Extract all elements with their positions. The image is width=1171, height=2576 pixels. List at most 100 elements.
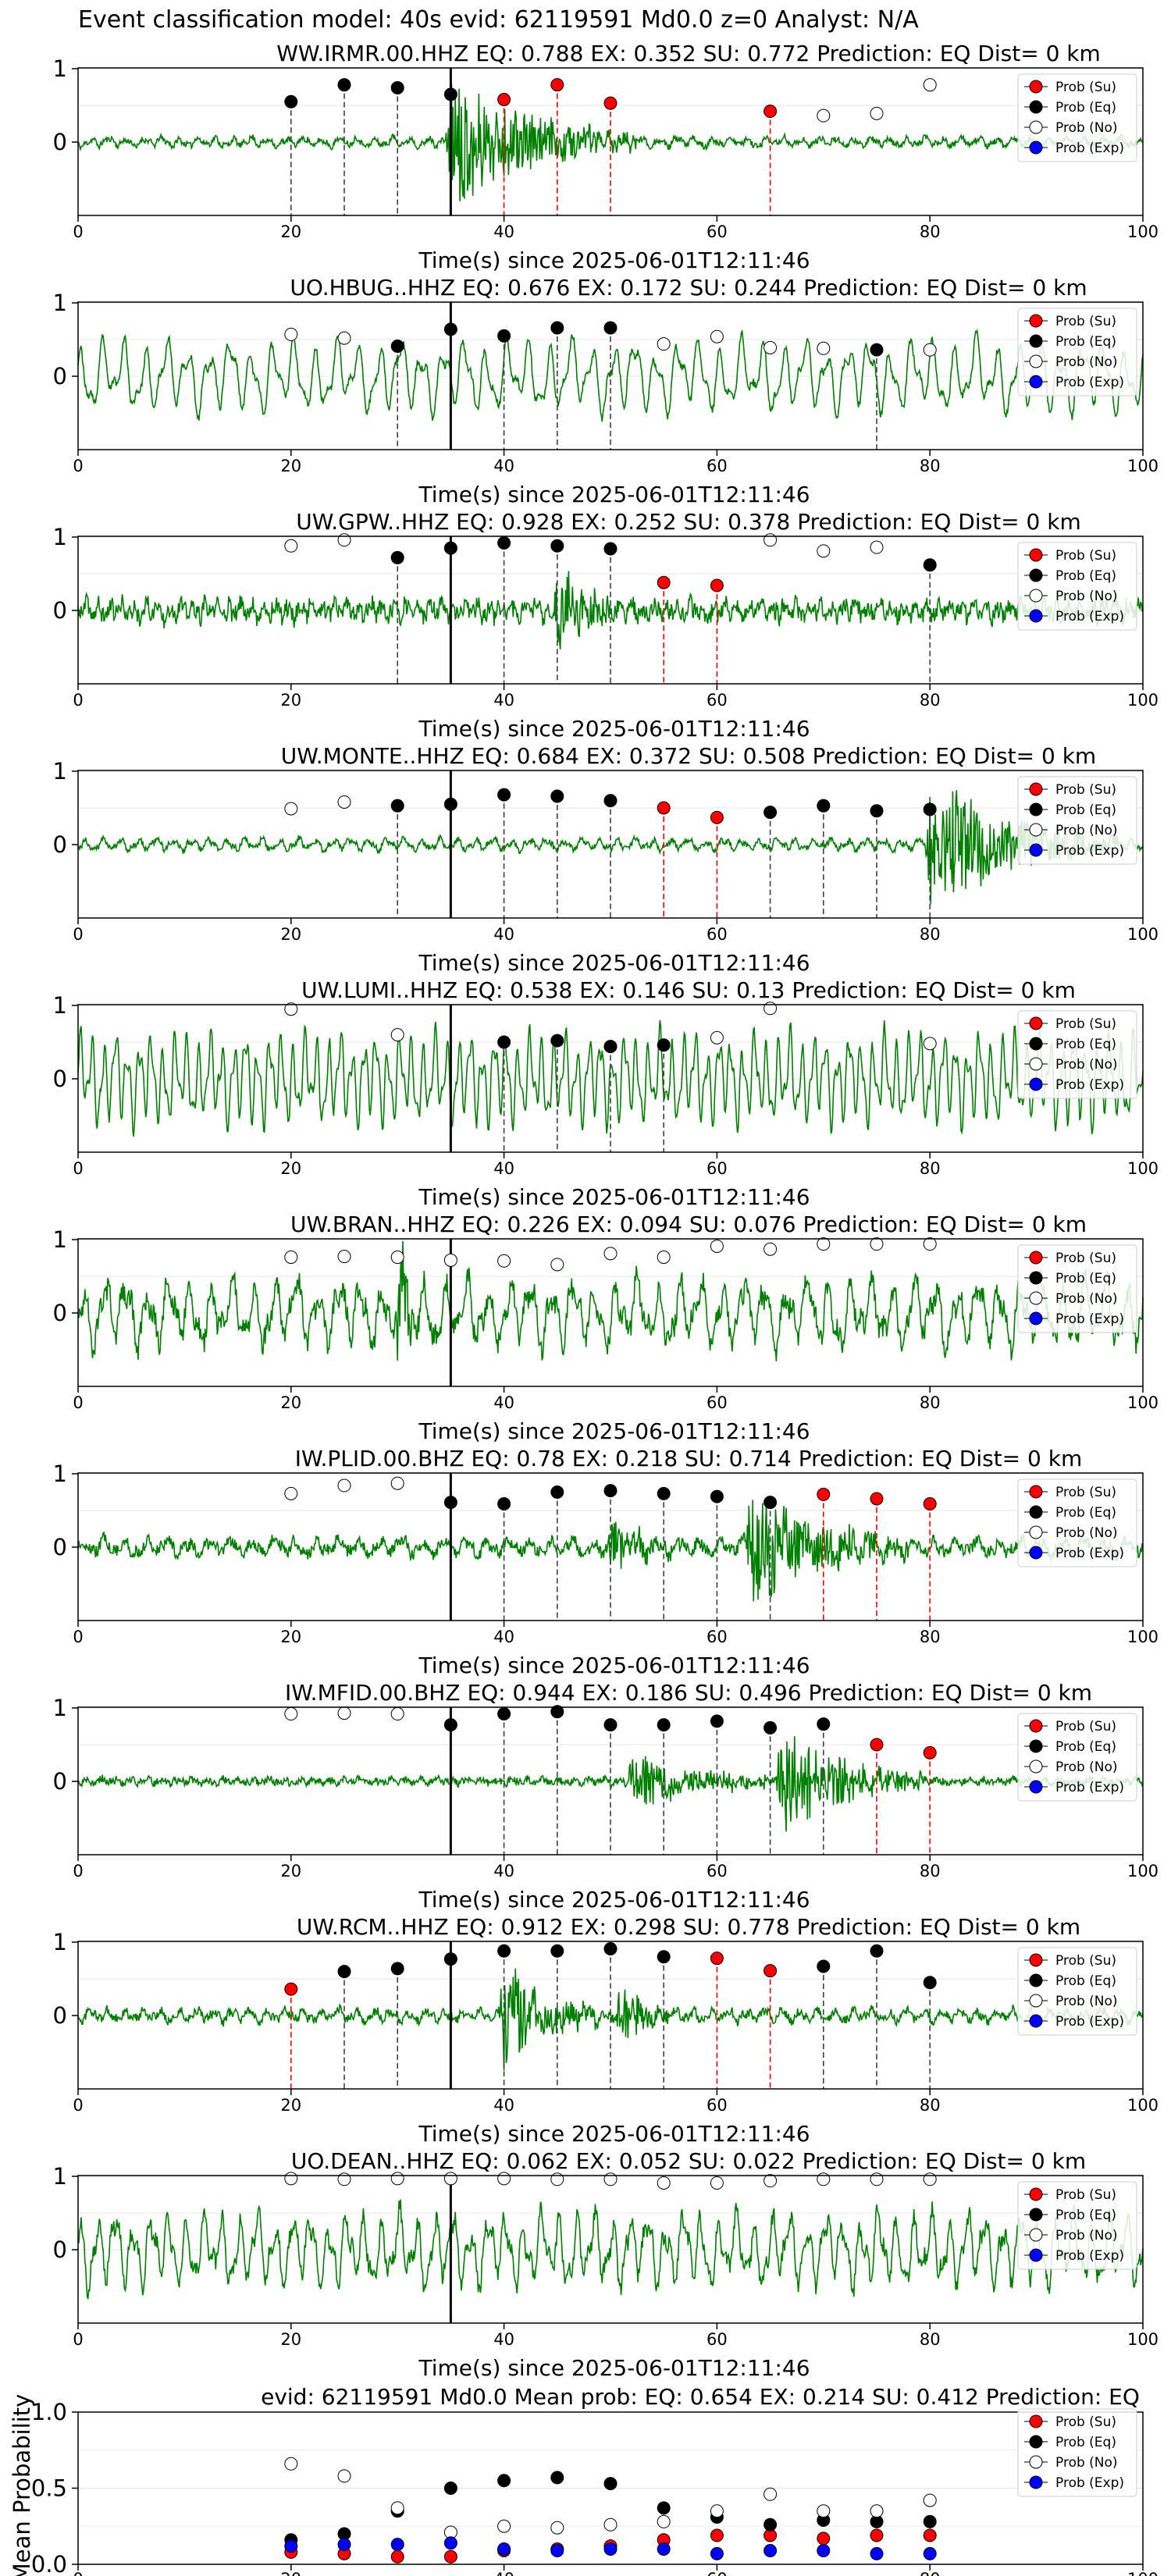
legend-label: Prob (Eq) — [1055, 568, 1116, 584]
x-tick-label: 80 — [920, 1628, 941, 1646]
prob-marker-no — [710, 2176, 724, 2190]
prob-marker-eq — [443, 322, 457, 336]
legend-label: Prob (Exp) — [1055, 1546, 1124, 1561]
mean-prob-marker-exp — [550, 2543, 564, 2557]
legend-label: Prob (Su) — [1055, 1953, 1116, 1969]
y-tick-label: 1 — [53, 758, 67, 785]
prob-marker-eq — [497, 788, 511, 802]
legend-label: Prob (No) — [1055, 354, 1118, 370]
x-tick-label: 100 — [1127, 222, 1159, 241]
subplot-11: 0.0 0.5 1.0 0 20 40 60 80 100 evid: 62119591 Md0.… — [9, 2384, 1159, 2576]
prob-marker-no — [443, 2172, 457, 2186]
legend-marker — [1029, 1505, 1043, 1519]
legend-label: Prob (Su) — [1055, 1485, 1116, 1500]
prob-marker-eq — [443, 1952, 457, 1966]
prob-marker-no — [870, 1237, 884, 1251]
mean-prob-marker-eq — [923, 2514, 937, 2528]
subplot-title: IW.MFID.00.BHZ EQ: 0.944 EX: 0.186 SU: 0… — [285, 1680, 1092, 1706]
prob-marker-no — [817, 109, 831, 123]
legend-marker — [1029, 1953, 1043, 1967]
mean-prob-marker-exp — [870, 2546, 884, 2560]
x-tick-label: 20 — [280, 2570, 301, 2576]
prob-marker-eq — [763, 1496, 778, 1510]
mean-prob-marker-exp — [337, 2538, 351, 2552]
legend-marker — [1029, 1485, 1043, 1499]
x-tick-label: 100 — [1127, 1159, 1159, 1178]
prob-marker-no — [763, 1242, 778, 1256]
prob-marker-no — [603, 2172, 618, 2186]
prob-marker-su — [763, 1964, 778, 1978]
x-tick-label: 100 — [1127, 2096, 1159, 2115]
legend-label: Prob (No) — [1055, 2455, 1118, 2471]
subplot-title: IW.PLID.00.BHZ EQ: 0.78 EX: 0.218 SU: 0.… — [295, 1446, 1082, 1471]
y-tick-label: 0 — [53, 2002, 67, 2029]
legend-marker — [1029, 1994, 1043, 2008]
prob-marker-no — [550, 2172, 564, 2186]
x-tick-label: 80 — [920, 1159, 941, 1178]
prob-marker-eq — [497, 329, 511, 343]
x-tick-label: 0 — [73, 457, 83, 475]
x-tick-label: 20 — [280, 1159, 301, 1178]
x-tick-label: 0 — [73, 1628, 83, 1646]
x-tick-label: 80 — [920, 222, 941, 241]
legend-marker — [1029, 141, 1043, 155]
mean-prob-marker-eq — [497, 2474, 511, 2488]
prob-marker-su — [710, 1952, 724, 1966]
legend-marker — [1029, 314, 1043, 328]
y-axis-label: Mean Probability — [9, 2394, 35, 2576]
x-tick-label: 80 — [920, 925, 941, 944]
prob-marker-su — [657, 575, 671, 589]
legend-marker — [1029, 1291, 1043, 1305]
legend-label: Prob (Exp) — [1055, 1077, 1124, 1093]
mean-prob-marker-exp — [763, 2543, 778, 2557]
prob-marker-eq — [550, 789, 564, 803]
x-tick-label: 20 — [280, 691, 301, 710]
prob-marker-no — [337, 331, 351, 345]
y-tick-label: 1 — [53, 55, 67, 82]
x-tick-label: 0 — [73, 1159, 83, 1178]
x-axis-label: Time(s) since 2025-06-01T12:11:46 — [418, 716, 810, 742]
prob-marker-su — [923, 1497, 937, 1511]
prob-marker-no — [550, 1258, 564, 1272]
legend-label: Prob (Exp) — [1055, 609, 1124, 624]
x-tick-label: 80 — [920, 2570, 941, 2576]
prob-marker-no — [710, 1239, 724, 1253]
mean-prob-marker-exp — [284, 2539, 298, 2553]
y-tick-label: 1.0 — [31, 2399, 67, 2425]
legend-box — [1017, 1713, 1137, 1802]
legend-marker — [1029, 1759, 1043, 1774]
legend-label: Prob (No) — [1055, 1291, 1118, 1307]
subplot-title: UW.BRAN..HHZ EQ: 0.226 EX: 0.094 SU: 0.0… — [290, 1212, 1087, 1237]
prob-marker-eq — [603, 321, 618, 335]
x-tick-label: 20 — [280, 457, 301, 475]
legend-marker — [1029, 843, 1043, 857]
prob-marker-su — [284, 1982, 298, 1996]
x-tick-label: 40 — [493, 1862, 514, 1880]
mean-prob-marker-su — [390, 2549, 404, 2564]
mean-prob-marker-exp — [603, 2542, 618, 2556]
legend-label: Prob (Eq) — [1055, 1505, 1116, 1521]
prob-marker-su — [870, 1738, 884, 1752]
legend-box — [1017, 1010, 1137, 1099]
prob-marker-eq — [443, 797, 457, 811]
prob-marker-eq — [550, 1944, 564, 1958]
prob-marker-eq — [550, 1034, 564, 1048]
legend-label: Prob (Exp) — [1055, 2475, 1124, 2491]
legend-label: Prob (No) — [1055, 1994, 1118, 2009]
y-tick-label: 0 — [53, 1768, 67, 1795]
x-tick-label: 60 — [707, 1862, 728, 1880]
x-tick-label: 0 — [73, 691, 83, 710]
legend-marker — [1029, 1251, 1043, 1265]
prob-marker-no — [817, 2172, 831, 2186]
legend-marker — [1029, 1780, 1043, 1794]
legend-box — [1017, 1244, 1137, 1333]
prob-marker-eq — [497, 536, 511, 550]
legend-marker — [1029, 2435, 1043, 2449]
prob-marker-eq — [710, 1489, 724, 1503]
legend-marker — [1029, 2455, 1043, 2469]
waveform-line — [77, 1240, 1144, 1361]
legend-box — [1017, 1947, 1137, 2036]
legend-box — [1017, 776, 1137, 865]
